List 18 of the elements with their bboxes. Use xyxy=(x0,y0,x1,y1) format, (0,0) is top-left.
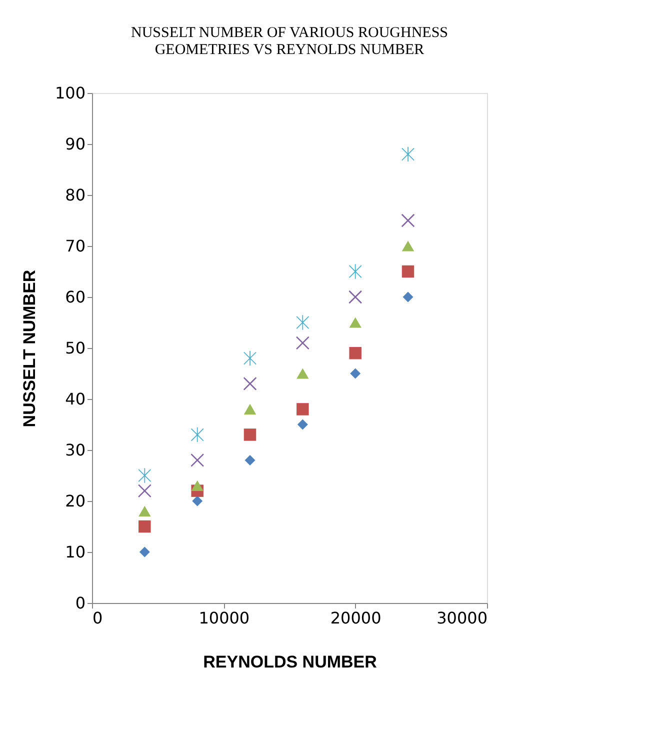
x-axis-title: REYNOLDS NUMBER xyxy=(203,652,377,672)
y-tick-label: 20 xyxy=(65,492,86,510)
y-tick-label: 10 xyxy=(65,542,86,562)
y-tick-label: 80 xyxy=(65,186,86,204)
x-tick-label: 20000 xyxy=(330,608,382,628)
y-tick-label: 90 xyxy=(65,134,86,154)
y-tick-label: 60 xyxy=(65,288,86,306)
y-tick-label: 70 xyxy=(65,236,86,256)
x-tick-label: 0 xyxy=(92,608,103,628)
y-tick-label: 40 xyxy=(65,390,86,408)
y-axis-title: NUSSELT NUMBER xyxy=(20,270,39,428)
y-tick-label: 30 xyxy=(65,440,86,460)
chart-title: NUSSELT NUMBER OF VARIOUS ROUGHNESS GEOMETRIES VS REYNOLDS NUMBER xyxy=(130,25,448,58)
y-tick-label: 50 xyxy=(65,338,86,358)
x-tick-label: 10000 xyxy=(198,608,250,628)
y-tick-label: 100 xyxy=(54,84,86,102)
y-tick-label: 0 xyxy=(75,594,86,612)
x-tick-label: 30000 xyxy=(436,608,488,628)
